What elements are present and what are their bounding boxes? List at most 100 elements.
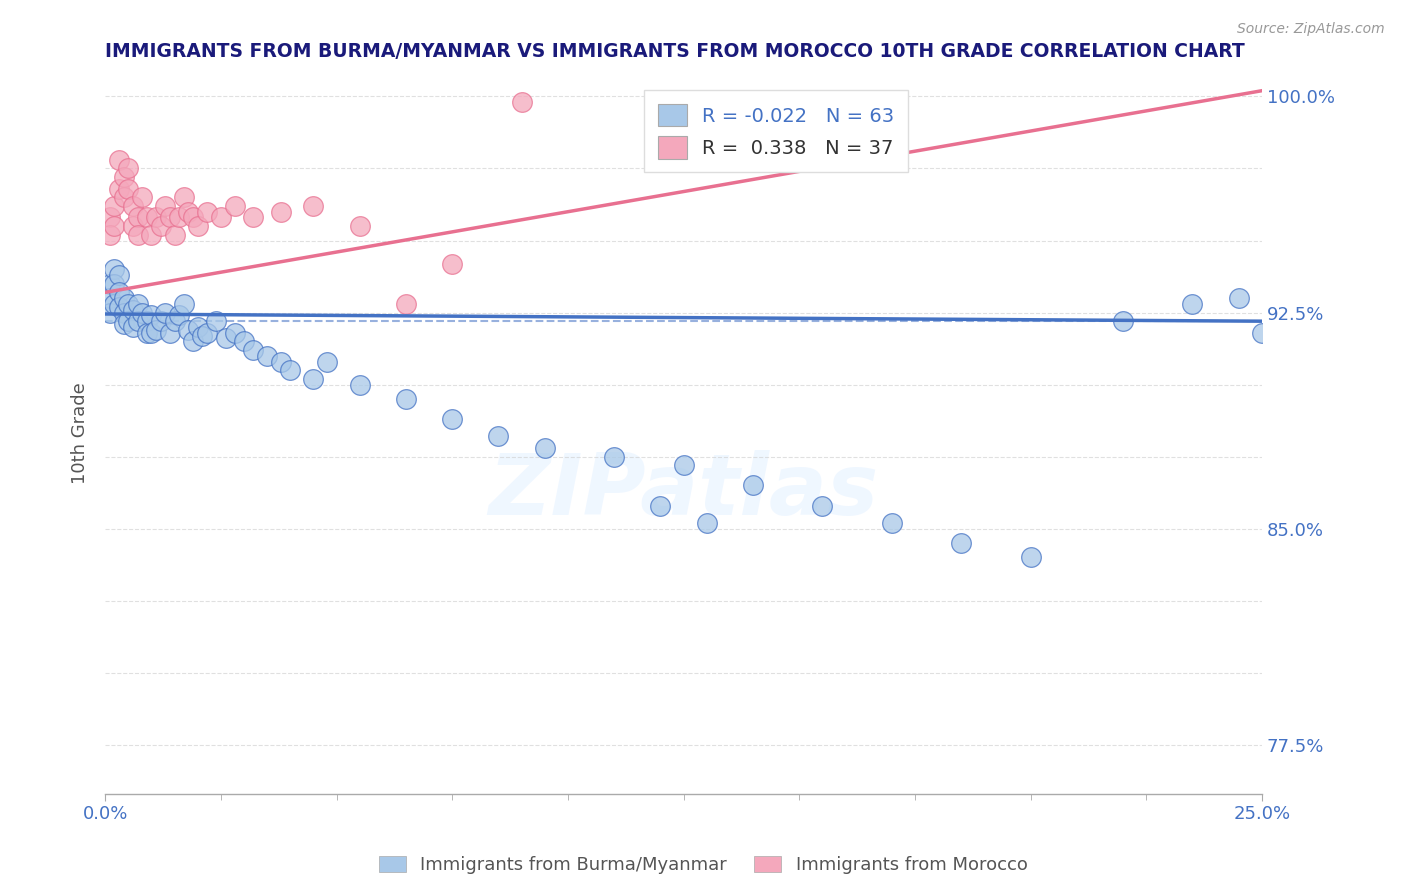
Point (141, 227, 163, 242)
Point (127, 227, 149, 242)
Point (98, 227, 121, 242)
Point (127, 297, 149, 311)
Point (1112, 314, 1135, 328)
Point (167, 211, 190, 225)
Point (122, 302, 145, 317)
Point (163, 227, 186, 242)
Point (122, 320, 145, 334)
Point (103, 297, 125, 311)
Point (278, 363, 301, 377)
Point (177, 204, 200, 219)
Point (117, 161, 139, 176)
Text: Source: ZipAtlas.com: Source: ZipAtlas.com (1237, 22, 1385, 37)
Point (811, 499, 834, 513)
Point (316, 354, 339, 368)
Point (672, 458, 695, 473)
Point (155, 305, 177, 319)
Point (880, 516, 903, 530)
Point (112, 317, 135, 331)
Point (149, 314, 172, 328)
Legend: R = -0.022   N = 63, R =  0.338   N = 37: R = -0.022 N = 63, R = 0.338 N = 37 (644, 90, 908, 172)
Point (127, 211, 149, 225)
Point (242, 343, 264, 357)
Text: IMMIGRANTS FROM BURMA/MYANMAR VS IMMIGRANTS FROM MOROCCO 10TH GRADE CORRELATION : IMMIGRANTS FROM BURMA/MYANMAR VS IMMIGRA… (105, 42, 1244, 61)
Point (135, 326, 157, 340)
Point (112, 291, 135, 305)
Point (103, 277, 125, 291)
Point (117, 297, 139, 311)
Point (98, 277, 121, 291)
Y-axis label: 10th Grade: 10th Grade (72, 383, 89, 484)
Point (603, 450, 626, 464)
Point (242, 211, 264, 225)
Point (108, 153, 131, 167)
Point (98, 305, 121, 319)
Point (195, 204, 218, 219)
Point (155, 199, 177, 213)
Point (224, 326, 246, 340)
Point (1019, 550, 1042, 565)
Point (181, 211, 204, 225)
Point (131, 305, 153, 319)
Point (224, 199, 246, 213)
Point (173, 190, 195, 204)
Point (191, 328, 214, 343)
Point (103, 262, 125, 277)
Point (122, 199, 145, 213)
Point (167, 309, 190, 323)
Point (117, 182, 139, 196)
Point (441, 256, 464, 270)
Point (742, 478, 765, 492)
Point (302, 199, 325, 213)
Point (159, 326, 181, 340)
Point (135, 314, 157, 328)
Point (141, 326, 163, 340)
Point (117, 314, 139, 328)
Point (187, 219, 209, 233)
Point (112, 190, 135, 204)
Point (395, 392, 418, 406)
Point (1181, 297, 1204, 311)
Point (98, 291, 121, 305)
Point (441, 412, 464, 426)
Point (650, 499, 672, 513)
Point (349, 377, 371, 392)
Point (112, 170, 135, 185)
Legend: Immigrants from Burma/Myanmar, Immigrants from Morocco: Immigrants from Burma/Myanmar, Immigrant… (370, 847, 1036, 883)
Point (510, 95, 533, 110)
Point (349, 219, 371, 233)
Point (122, 219, 145, 233)
Point (1251, 326, 1274, 340)
Point (209, 211, 232, 225)
Point (135, 211, 157, 225)
Point (256, 349, 278, 363)
Point (145, 211, 167, 225)
Point (141, 309, 163, 323)
Point (149, 219, 172, 233)
Point (163, 314, 186, 328)
Point (1227, 291, 1250, 305)
Point (233, 334, 256, 349)
Point (214, 331, 236, 345)
Point (270, 204, 292, 219)
Point (270, 354, 292, 368)
Point (131, 190, 153, 204)
Point (127, 314, 149, 328)
Point (173, 297, 195, 311)
Point (103, 199, 125, 213)
Point (488, 429, 510, 443)
Point (181, 334, 204, 349)
Point (98, 211, 121, 225)
Point (159, 211, 181, 225)
Point (533, 441, 555, 455)
Point (145, 323, 167, 337)
Point (108, 182, 131, 196)
Point (205, 314, 228, 328)
Point (950, 536, 973, 550)
Point (108, 268, 131, 282)
Point (177, 323, 200, 337)
Point (696, 516, 718, 530)
Point (395, 297, 418, 311)
Point (103, 219, 125, 233)
Point (108, 285, 131, 300)
